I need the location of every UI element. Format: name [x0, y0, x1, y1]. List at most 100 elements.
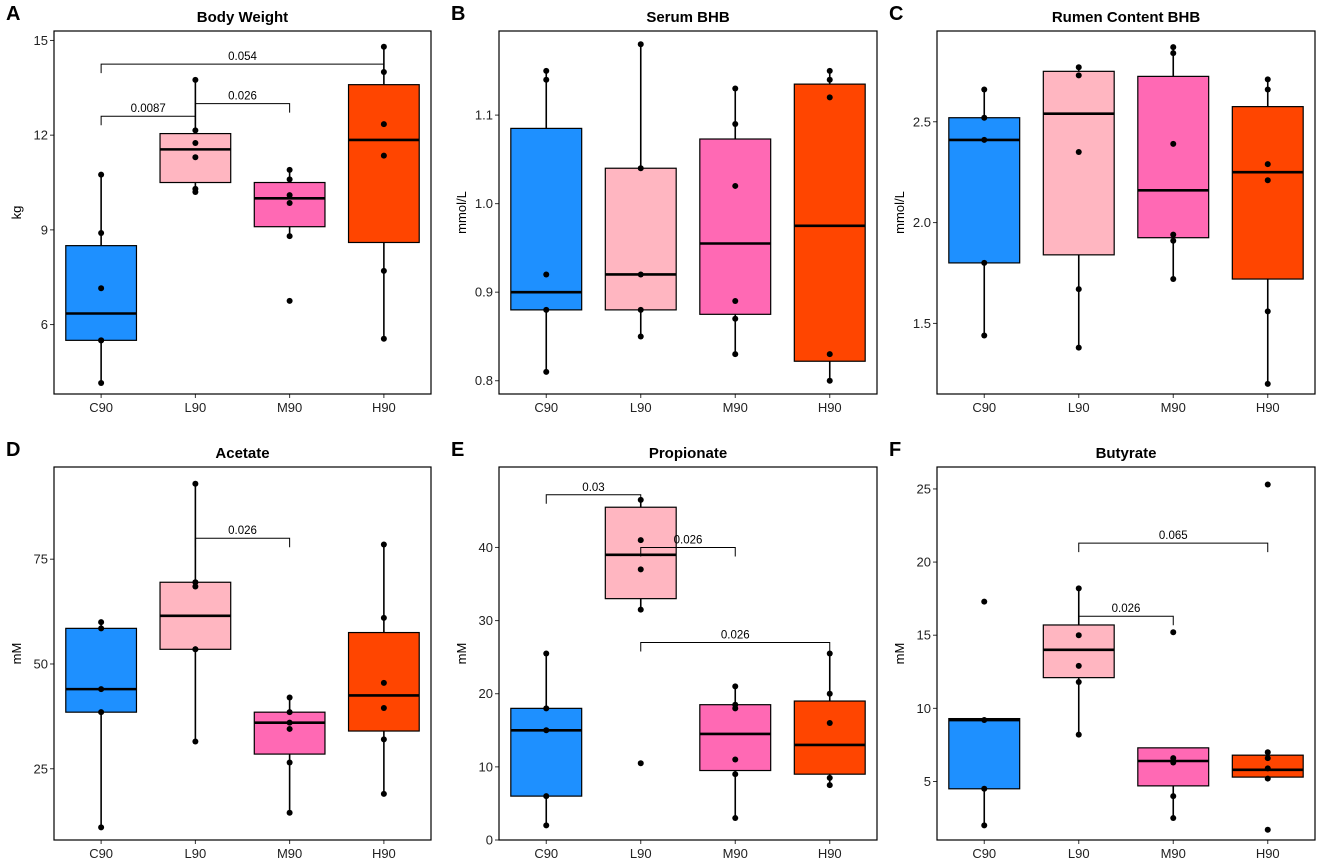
data-point	[1264, 177, 1271, 184]
data-point	[1075, 344, 1082, 351]
y-tick-label: 0	[486, 833, 493, 848]
data-point	[1264, 749, 1271, 756]
panel-title: Acetate	[215, 445, 269, 462]
data-point	[380, 679, 387, 686]
data-point	[1264, 755, 1271, 762]
data-point	[98, 337, 105, 344]
panel-e: E Propionate mM 0 10 20 30 40 C90 L90 M90 H90 0.03 0.…	[451, 439, 878, 860]
data-point	[1075, 64, 1082, 71]
data-point	[981, 259, 988, 266]
p-value-label: 0.026	[228, 525, 257, 537]
data-point	[380, 121, 387, 128]
data-point	[98, 709, 105, 716]
data-point	[192, 140, 199, 147]
data-point	[543, 67, 550, 74]
plot-border	[498, 466, 878, 841]
x-tick-label: M90	[277, 400, 302, 415]
data-point	[732, 701, 739, 708]
data-point	[1170, 629, 1177, 636]
data-point	[1264, 308, 1271, 315]
data-point	[1075, 72, 1082, 79]
data-point	[380, 614, 387, 621]
y-tick-label: 9	[41, 222, 48, 237]
panel-b: B Serum BHB mmol/L 0.8 0.9 1.0 1.1 C90 L90 M90 H90	[451, 3, 878, 415]
data-point	[826, 67, 833, 74]
data-point	[543, 705, 550, 712]
comparison-bracket	[194, 103, 291, 113]
data-point	[380, 152, 387, 159]
y-axis-label: mM	[9, 643, 24, 665]
x-tick-label: H90	[372, 846, 396, 860]
data-point	[637, 165, 644, 172]
y-axis-label: mM	[892, 643, 907, 665]
data-point	[826, 719, 833, 726]
comparison-bracket	[1078, 615, 1174, 626]
x-tick-label: L90	[185, 846, 207, 860]
data-point	[286, 725, 293, 732]
data-point	[981, 717, 988, 724]
p-value-label: 0.0087	[131, 103, 166, 115]
data-point	[1170, 759, 1177, 766]
box-c90	[65, 245, 138, 341]
y-tick-label: 50	[34, 656, 48, 671]
data-point	[1170, 44, 1177, 51]
data-point	[637, 566, 644, 573]
data-point	[637, 271, 644, 278]
x-tick-label: H90	[1256, 400, 1280, 415]
data-point	[637, 606, 644, 613]
data-point	[981, 114, 988, 121]
panel-c: C Rumen Content BHB mmol/L 1.5 2.0 2.5 C90 L90 M…	[889, 3, 1316, 415]
comparison-bracket	[640, 642, 831, 652]
panel-letter: B	[451, 3, 465, 25]
data-point	[981, 136, 988, 143]
box-c90	[510, 127, 583, 311]
data-point	[732, 683, 739, 690]
plot-border	[936, 30, 1316, 395]
y-tick-label: 25	[917, 481, 931, 496]
data-point	[1264, 826, 1271, 833]
plot-border	[498, 30, 878, 395]
data-point	[98, 285, 105, 292]
panel-letter: C	[889, 3, 903, 25]
x-tick-label: H90	[1256, 846, 1280, 860]
box-l90	[1042, 70, 1115, 256]
y-tick-label: 2.0	[913, 215, 931, 230]
data-point	[981, 332, 988, 339]
data-point	[1264, 76, 1271, 83]
data-point	[543, 306, 550, 313]
x-tick-label: H90	[372, 400, 396, 415]
plot-border	[53, 30, 432, 395]
x-tick-label: L90	[185, 400, 207, 415]
x-tick-label: M90	[723, 846, 748, 860]
data-point	[380, 43, 387, 50]
data-point	[1170, 237, 1177, 244]
x-tick-label: C90	[534, 846, 558, 860]
data-point	[192, 738, 199, 745]
panel-letter: A	[6, 3, 20, 25]
panel-letter: D	[6, 439, 20, 461]
data-point	[826, 650, 833, 657]
y-tick-label: 25	[34, 761, 48, 776]
y-tick-label: 2.5	[913, 114, 931, 129]
data-point	[286, 719, 293, 726]
p-value-label: 0.03	[582, 482, 604, 494]
comparison-bracket	[1078, 542, 1269, 553]
data-point	[98, 171, 105, 178]
data-point	[98, 625, 105, 632]
data-point	[1264, 86, 1271, 93]
data-point	[1264, 380, 1271, 387]
data-point	[1264, 775, 1271, 782]
box-l90	[604, 167, 677, 311]
data-point	[286, 166, 293, 173]
y-tick-label: 12	[34, 128, 48, 143]
box-c90	[510, 707, 583, 797]
box-m90	[699, 138, 772, 315]
data-point	[543, 822, 550, 829]
data-point	[98, 824, 105, 831]
data-point	[98, 230, 105, 237]
data-point	[1264, 161, 1271, 168]
data-point	[826, 377, 833, 384]
p-value-label: 0.026	[721, 630, 750, 642]
data-point	[1075, 679, 1082, 686]
data-point	[286, 759, 293, 766]
